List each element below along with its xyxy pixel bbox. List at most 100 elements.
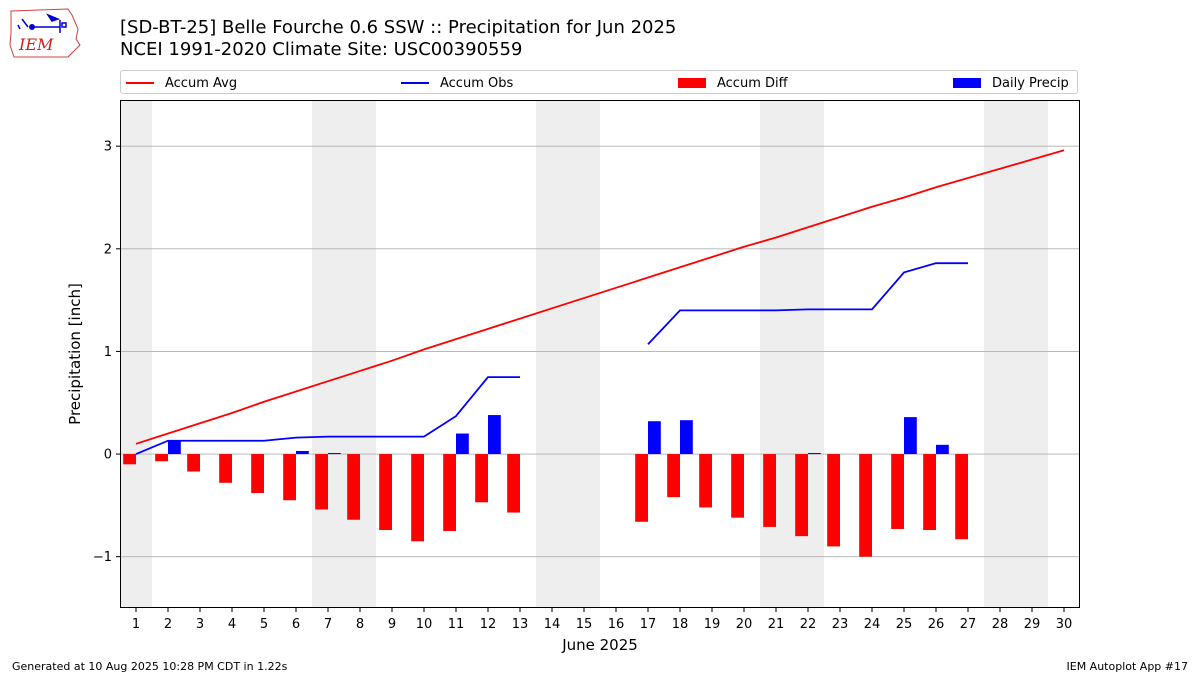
legend-item-accum-obs: Accum Obs	[401, 74, 513, 92]
x-tick-label: 13	[512, 617, 529, 632]
x-tick-label: 6	[292, 617, 300, 632]
accum-diff-swatch	[678, 78, 706, 88]
accum-diff-bar-4	[219, 454, 232, 483]
weekend-band-7	[312, 100, 344, 608]
legend-item-daily-precip: Daily Precip	[953, 74, 1069, 92]
weekend-band-28	[984, 100, 1016, 608]
x-tick-label: 19	[704, 617, 721, 632]
accum-diff-bar-13	[507, 454, 520, 513]
daily-precip-bar-2	[168, 440, 181, 455]
iem-logo: IEM	[9, 8, 81, 58]
legend-label-accum-obs: Accum Obs	[440, 75, 514, 91]
legend-label-accum-diff: Accum Diff	[717, 75, 788, 91]
x-axis-label: June 2025	[561, 636, 638, 654]
accum-diff-bar-21	[763, 454, 776, 527]
daily-precip-bar-17	[648, 421, 661, 455]
accum-avg-swatch	[126, 82, 154, 84]
bars	[123, 415, 968, 557]
accum-diff-bar-24	[859, 454, 872, 557]
weekend-band-15	[568, 100, 600, 608]
daily-precip-bar-7	[328, 453, 341, 455]
x-tick-label: 7	[324, 617, 332, 632]
accum-diff-bar-6	[283, 454, 296, 501]
x-tick-label: 25	[896, 617, 913, 632]
accum-diff-bar-19	[699, 454, 712, 508]
x-tick-label: 3	[196, 617, 204, 632]
x-tick-label: 10	[416, 617, 433, 632]
weekend-band-29	[1016, 100, 1048, 608]
weekend-shading	[120, 100, 1048, 608]
gridlines	[120, 145, 1080, 558]
x-tick-label: 2	[164, 617, 172, 632]
accum-obs-swatch	[401, 82, 429, 84]
weekend-band-1	[120, 100, 152, 608]
title-line-1: [SD-BT-25] Belle Fourche 0.6 SSW :: Prec…	[120, 17, 677, 38]
x-tick-label: 8	[356, 617, 364, 632]
x-tick-label: 27	[960, 617, 977, 632]
legend-label-accum-avg: Accum Avg	[165, 75, 238, 91]
x-tick-label: 1	[132, 617, 140, 632]
daily-precip-swatch	[953, 78, 981, 88]
x-tick-label: 4	[228, 617, 236, 632]
accum-diff-bar-1	[123, 454, 136, 465]
y-tick-label: 3	[104, 140, 112, 155]
accum-diff-bar-12	[475, 454, 488, 503]
weekend-band-21	[760, 100, 792, 608]
accum-diff-bar-5	[251, 454, 264, 494]
accum-obs-line	[135, 262, 968, 455]
x-tick-label: 9	[388, 617, 396, 632]
accum-diff-bar-10	[411, 454, 424, 542]
accum-diff-bar-17	[635, 454, 648, 522]
x-tick-label: 18	[672, 617, 689, 632]
accum-diff-bar-18	[667, 454, 680, 498]
series-lines	[135, 149, 1065, 455]
accum-diff-bar-11	[443, 454, 456, 532]
x-tick-label: 11	[448, 617, 465, 632]
accum-diff-bar-23	[827, 454, 840, 547]
x-tick-label: 20	[736, 617, 753, 632]
accum-diff-bar-26	[923, 454, 936, 531]
accum-diff-bar-7	[315, 454, 328, 510]
y-tick-label: 0	[104, 448, 112, 463]
daily-precip-bar-25	[904, 417, 917, 455]
svg-text:IEM: IEM	[18, 35, 54, 54]
x-tick-label: 26	[928, 617, 945, 632]
y-axis-label: Precipitation [inch]	[66, 283, 84, 425]
daily-precip-bar-12	[488, 415, 501, 455]
accum-diff-bar-2	[155, 454, 168, 462]
legend: Accum Avg Accum Obs Accum Diff Daily Pre…	[120, 70, 1078, 94]
x-tick-label: 12	[480, 617, 497, 632]
legend-item-accum-diff: Accum Diff	[678, 74, 788, 92]
chart-title: [SD-BT-25] Belle Fourche 0.6 SSW :: Prec…	[120, 17, 676, 61]
daily-precip-bar-18	[680, 420, 693, 455]
accum-diff-bar-20	[731, 454, 744, 518]
x-tick-label: 24	[864, 617, 881, 632]
daily-precip-bar-26	[936, 444, 949, 455]
x-tick-label: 23	[832, 617, 849, 632]
daily-precip-bar-6	[296, 450, 309, 455]
plot-frame	[120, 100, 1080, 608]
accum-avg-line	[135, 149, 1065, 445]
accum-diff-bar-27	[955, 454, 968, 540]
x-tick-label: 30	[1056, 617, 1073, 632]
accum-diff-bar-9	[379, 454, 392, 531]
legend-label-daily-precip: Daily Precip	[992, 75, 1069, 91]
x-tick-label: 29	[1024, 617, 1041, 632]
daily-precip-bar-11	[456, 433, 469, 455]
y-tick-label: 1	[104, 345, 112, 360]
x-tick-label: 22	[800, 617, 817, 632]
weekend-band-14	[536, 100, 568, 608]
y-tick-label: −1	[93, 550, 112, 565]
x-tick-label: 14	[544, 617, 561, 632]
accum-diff-bar-22	[795, 454, 808, 537]
x-tick-label: 5	[260, 617, 268, 632]
title-line-2: NCEI 1991-2020 Climate Site: USC00390559	[120, 39, 523, 60]
legend-item-accum-avg: Accum Avg	[126, 74, 237, 92]
generated-note: Generated at 10 Aug 2025 10:28 PM CDT in…	[12, 660, 288, 673]
x-tick-label: 17	[640, 617, 657, 632]
x-tick-label: 21	[768, 617, 785, 632]
x-tick-label: 16	[608, 617, 625, 632]
x-tick-label: 15	[576, 617, 593, 632]
